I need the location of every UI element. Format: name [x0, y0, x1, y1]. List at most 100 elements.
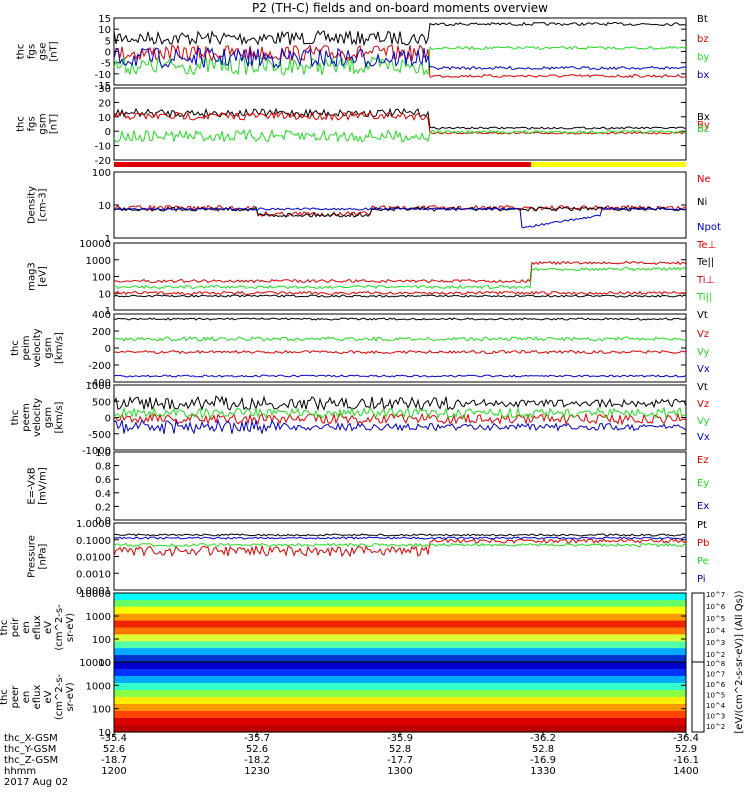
spectrogram-band [114, 711, 686, 719]
series-Ti|| [113, 266, 687, 290]
y-tick-label: 0.0010 [76, 569, 111, 580]
y-tick-label: -15 [95, 81, 111, 92]
y-tick-label: 200 [92, 327, 111, 338]
footer-value: 52.6 [246, 744, 268, 755]
footer-value: -36.2 [530, 733, 556, 744]
panel-frame [113, 242, 687, 311]
series-Pi [113, 536, 686, 540]
y-axis-label: E=-VxB [27, 467, 38, 504]
footer-row-label: thc_X-GSM [4, 733, 58, 744]
y-tick-label: -5 [101, 59, 111, 70]
panel-pressure: 1.0000 0.1000 0.0100 0.0010 0.0001 Pressure [n… [27, 519, 710, 597]
colorbar-tick: 10^2 [706, 723, 725, 731]
footer-value: -18.7 [101, 755, 127, 766]
y-axis-label: sr-eV) [65, 682, 76, 711]
series-Pe [113, 542, 687, 548]
panel-efield: 1.0 0.8 0.6 0.4 0.2 0.0 E=-VxB [mV/m] Ez Ey Ex [27, 448, 710, 527]
series-Npot [113, 207, 687, 229]
spectrogram-band [114, 662, 686, 670]
y-tick-label: -500 [88, 430, 111, 441]
legend-bx: bx [697, 70, 709, 81]
y-tick-label: 100 [92, 168, 111, 179]
y-axis-label: eflux [32, 685, 43, 710]
y-tick-label: 500 [92, 397, 111, 408]
series-by [113, 45, 687, 77]
legend-Pe: Pe [697, 556, 709, 567]
spectrogram-band [114, 606, 686, 615]
legend-Ne: Ne [697, 174, 711, 185]
y-tick-label: -400 [88, 378, 111, 389]
footer-value: 1300 [387, 766, 412, 777]
y-axis-label: en [21, 691, 32, 704]
legend-Ey: Ey [697, 478, 709, 489]
y-tick-label: 1000 [86, 681, 111, 692]
y-tick-label: 1 [105, 234, 111, 245]
y-tick-label: -10 [95, 70, 111, 81]
colorbar-tick: 10^4 [706, 627, 726, 635]
y-axis-label: [nT] [49, 41, 60, 61]
legend-Vt: Vt [697, 382, 708, 393]
colorbar-tick: 10^2 [706, 651, 725, 659]
legend-Vx: Vx [697, 432, 710, 443]
y-axis-label: fgs [27, 116, 38, 131]
y-tick-label: 10 [98, 728, 111, 739]
footer-value: 52.8 [389, 744, 411, 755]
footer-row-label: thc_Z-GSM [4, 755, 58, 766]
series-bx [113, 47, 687, 71]
legend-bz: bz [697, 34, 709, 45]
legend-Vy: Vy [697, 347, 710, 358]
spectrogram-band [114, 613, 686, 622]
footer-row-label: hhmm [4, 766, 36, 777]
mode-bar-fast [531, 162, 686, 167]
spectrogram-band [114, 718, 686, 726]
panel-frame [113, 87, 687, 161]
legend-Vy: Vy [697, 416, 710, 427]
colorbar-tick: 10^5 [706, 692, 725, 700]
legend-Pi: Pi [697, 574, 706, 585]
legend-by: by [697, 52, 709, 63]
colorbar-top [691, 592, 705, 663]
legend-Pt: Pt [697, 520, 707, 531]
y-axis-label: thc [10, 340, 21, 356]
footer-value: -35.7 [244, 733, 270, 744]
y-tick-label: 0.0001 [76, 586, 111, 597]
panel-peim_vel: 400 200 0 -200 -400 thc peim velocity gsm [km/s] V… [10, 310, 710, 389]
series-Vx [113, 418, 687, 435]
y-tick-label: 100 [92, 273, 111, 284]
legend-Vz: Vz [697, 329, 709, 340]
y-axis-label: mag3 [27, 262, 38, 291]
legend-Vz: Vz [697, 399, 709, 410]
y-tick-label: -200 [88, 361, 111, 372]
series-Bx [113, 107, 687, 130]
y-axis-label: sr-eV) [65, 613, 76, 642]
y-axis-label: velocity [32, 328, 43, 367]
series-Pt [113, 533, 687, 537]
series-Pb [113, 538, 687, 558]
spectrogram-band [114, 725, 686, 733]
colorbar-tick: 10^8 [706, 660, 725, 668]
y-tick-label: 1.0 [95, 448, 111, 459]
panel-density: 100 10 1 Density [cm-3] Ne Ni Npot [27, 168, 721, 245]
series-Bz [113, 128, 687, 144]
y-axis-label: [mV/m] [38, 467, 49, 505]
footer-value: -16.1 [673, 755, 699, 766]
spectrogram-band [114, 634, 686, 642]
y-tick-label: 400 [92, 310, 111, 321]
panel-frame [113, 522, 687, 591]
y-tick-label: 10 [98, 289, 111, 300]
colorbar-tick: 10^5 [706, 615, 725, 623]
spectrogram-band [114, 620, 686, 629]
spectrogram-band [114, 683, 686, 691]
colorbar-tick: 10^6 [706, 603, 726, 611]
y-tick-label: 15 [98, 14, 111, 25]
panel-frame [113, 384, 687, 451]
footer-value: -16.9 [530, 755, 556, 766]
y-axis-label: [nT] [49, 114, 60, 134]
colorbar-tick: 10^3 [706, 639, 725, 647]
y-tick-label: 10000 [79, 658, 111, 669]
y-tick-label: 0 [105, 414, 111, 425]
y-axis-label: gsm [43, 407, 54, 428]
series-Te⊥ [113, 290, 687, 296]
